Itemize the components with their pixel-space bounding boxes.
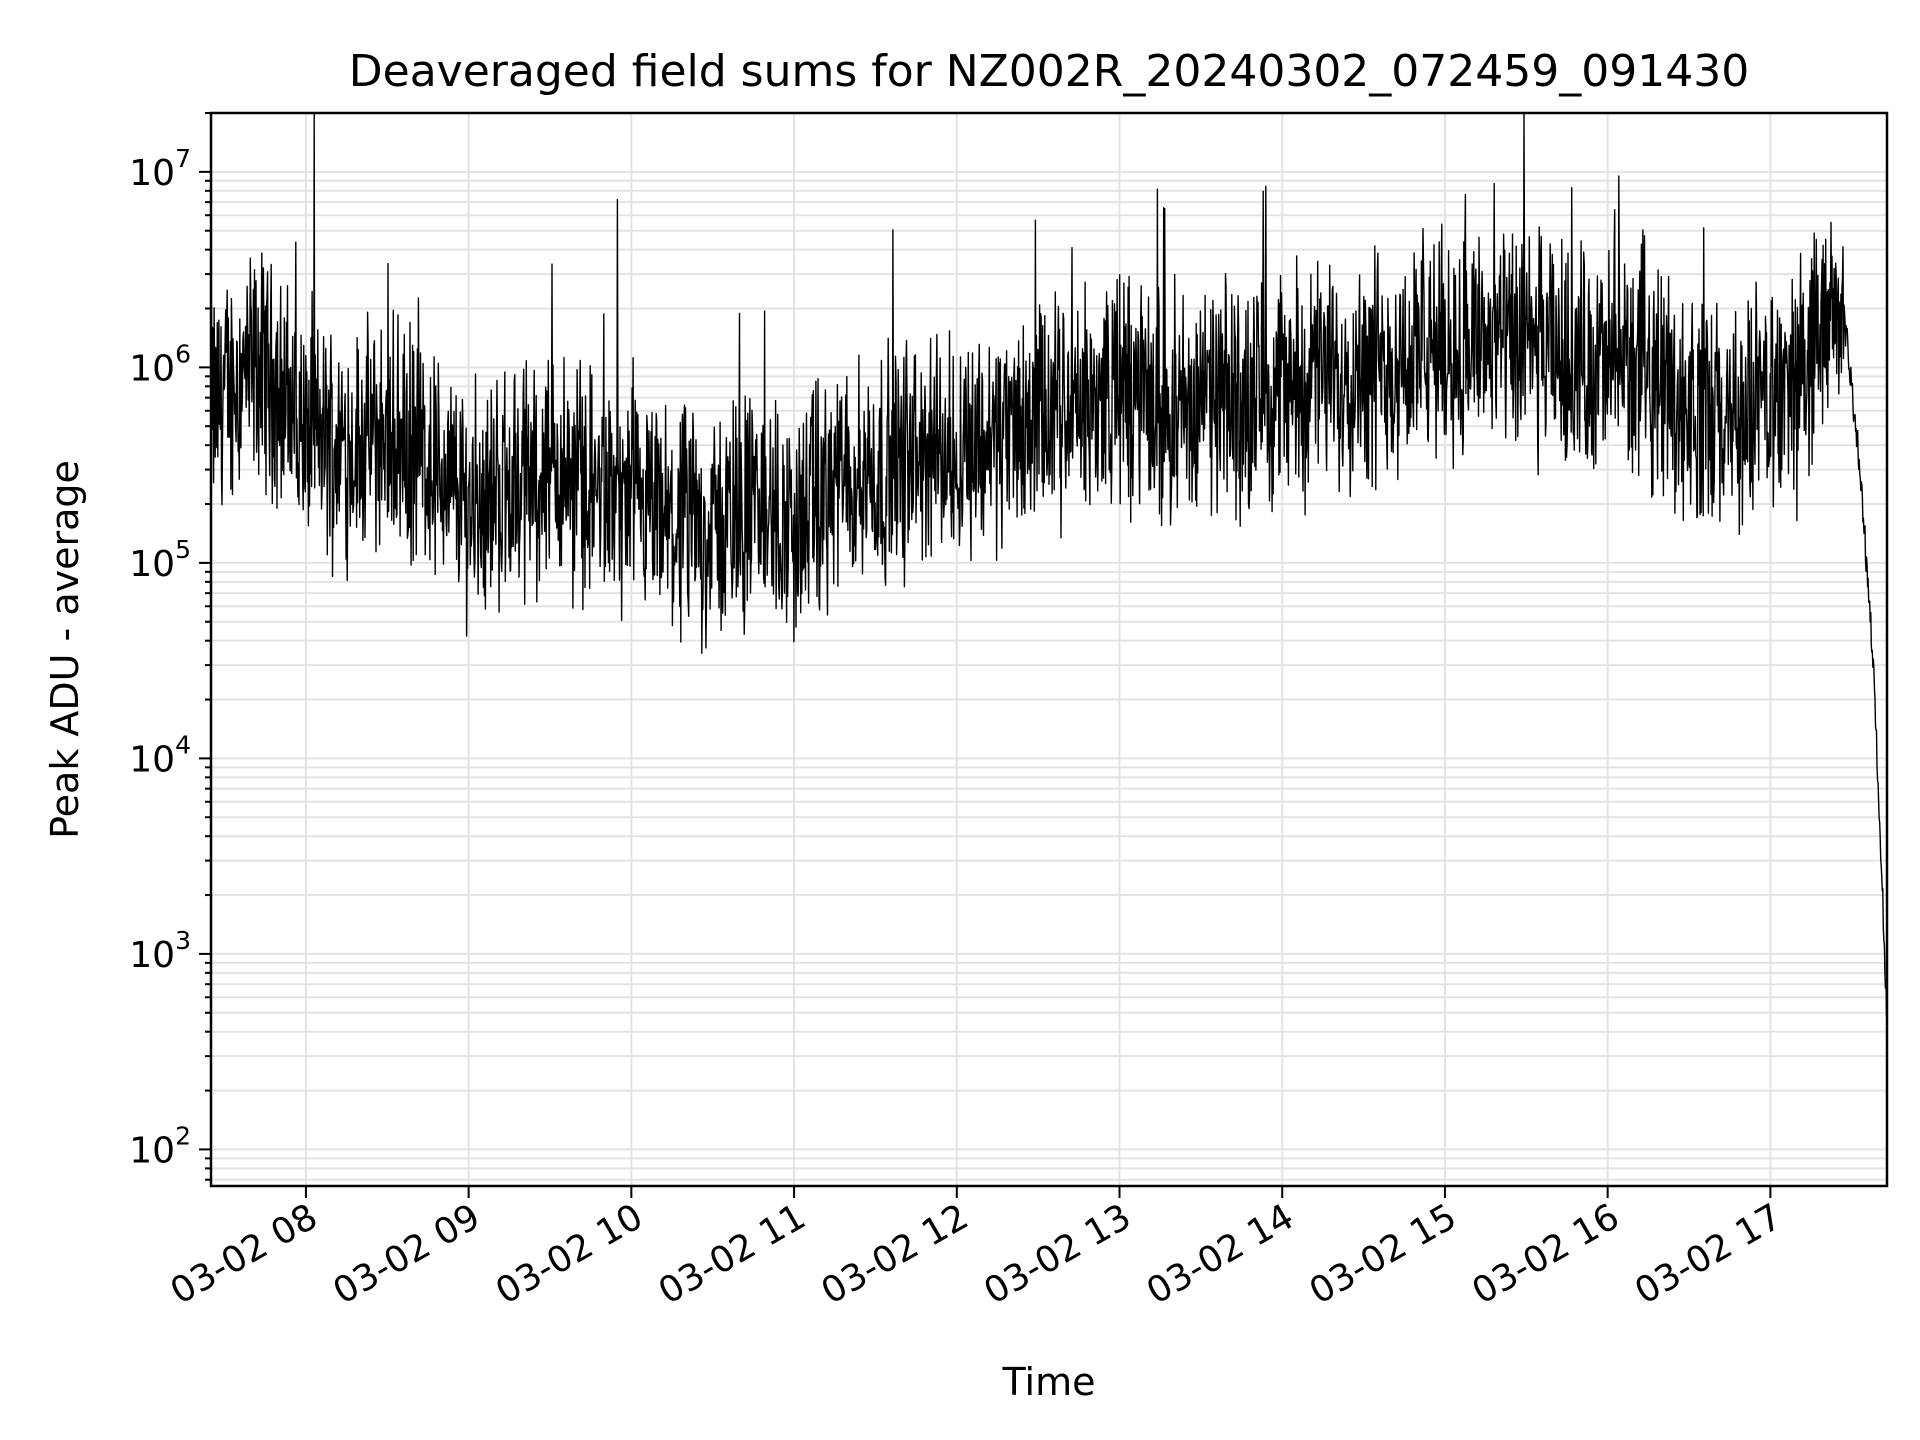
y-tick-base: 10 [129, 153, 175, 194]
y-tick-label: 105 [129, 535, 191, 585]
y-tick-base: 10 [129, 739, 175, 780]
y-tick-base: 10 [129, 544, 175, 585]
y-tick-exponent: 3 [175, 926, 191, 955]
y-tick-base: 10 [129, 935, 175, 976]
y-tick-base: 10 [129, 1130, 175, 1171]
x-axis-label: Time [1002, 1360, 1096, 1404]
y-tick-label: 104 [129, 730, 191, 780]
y-tick-exponent: 4 [175, 730, 191, 759]
y-tick-exponent: 6 [175, 339, 191, 368]
series-line-group [210, 112, 1888, 1017]
y-tick-exponent: 7 [175, 144, 191, 173]
y-tick-label: 103 [129, 926, 191, 976]
y-axis-label: Peak ADU - average [43, 460, 87, 839]
chart-title: Deaveraged field sums for NZ002R_2024030… [349, 46, 1749, 97]
y-tick-label: 107 [129, 144, 191, 194]
plot-frame [209, 111, 1889, 1188]
y-tick-label: 106 [129, 339, 191, 389]
series-line [210, 112, 1888, 1017]
y-tick-label: 102 [129, 1121, 191, 1171]
y-tick-exponent: 2 [175, 1121, 191, 1150]
y-tick-exponent: 5 [175, 535, 191, 564]
y-tick-base: 10 [129, 348, 175, 389]
